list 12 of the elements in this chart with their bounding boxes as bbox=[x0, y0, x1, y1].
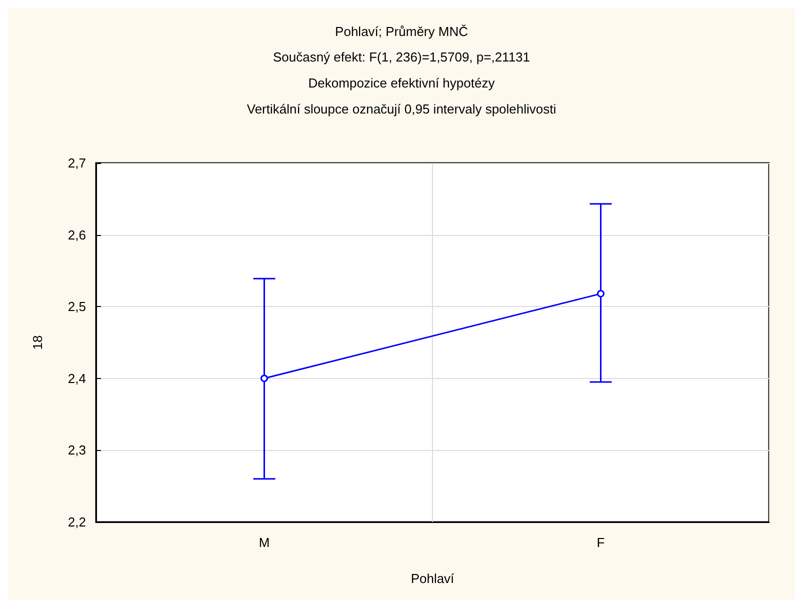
y-tick-label: 2,6 bbox=[68, 227, 86, 242]
chart-title: Pohlaví; Průměry MNČ bbox=[335, 24, 468, 39]
x-axis-title: Pohlaví bbox=[410, 571, 455, 586]
y-tick-label: 2,4 bbox=[68, 370, 86, 386]
x-tick-label: M bbox=[258, 535, 270, 550]
y-tick-label: 2,2 bbox=[68, 514, 86, 530]
y-tick-label: 2,3 bbox=[68, 442, 86, 458]
y-tick-label: 2,5 bbox=[68, 299, 86, 314]
chart-subtitle: Současný efekt: F(1, 236)=1,5709, p=,21131 Dekompozice efektivní hypotézy Vertikální sloupce označují 0,95 intervaly spolehlivosti bbox=[246, 50, 556, 116]
y-axis-title: 18 bbox=[30, 335, 45, 350]
x-tick-label: F bbox=[596, 535, 605, 550]
y-tick-label: 2,7 bbox=[68, 156, 86, 170]
